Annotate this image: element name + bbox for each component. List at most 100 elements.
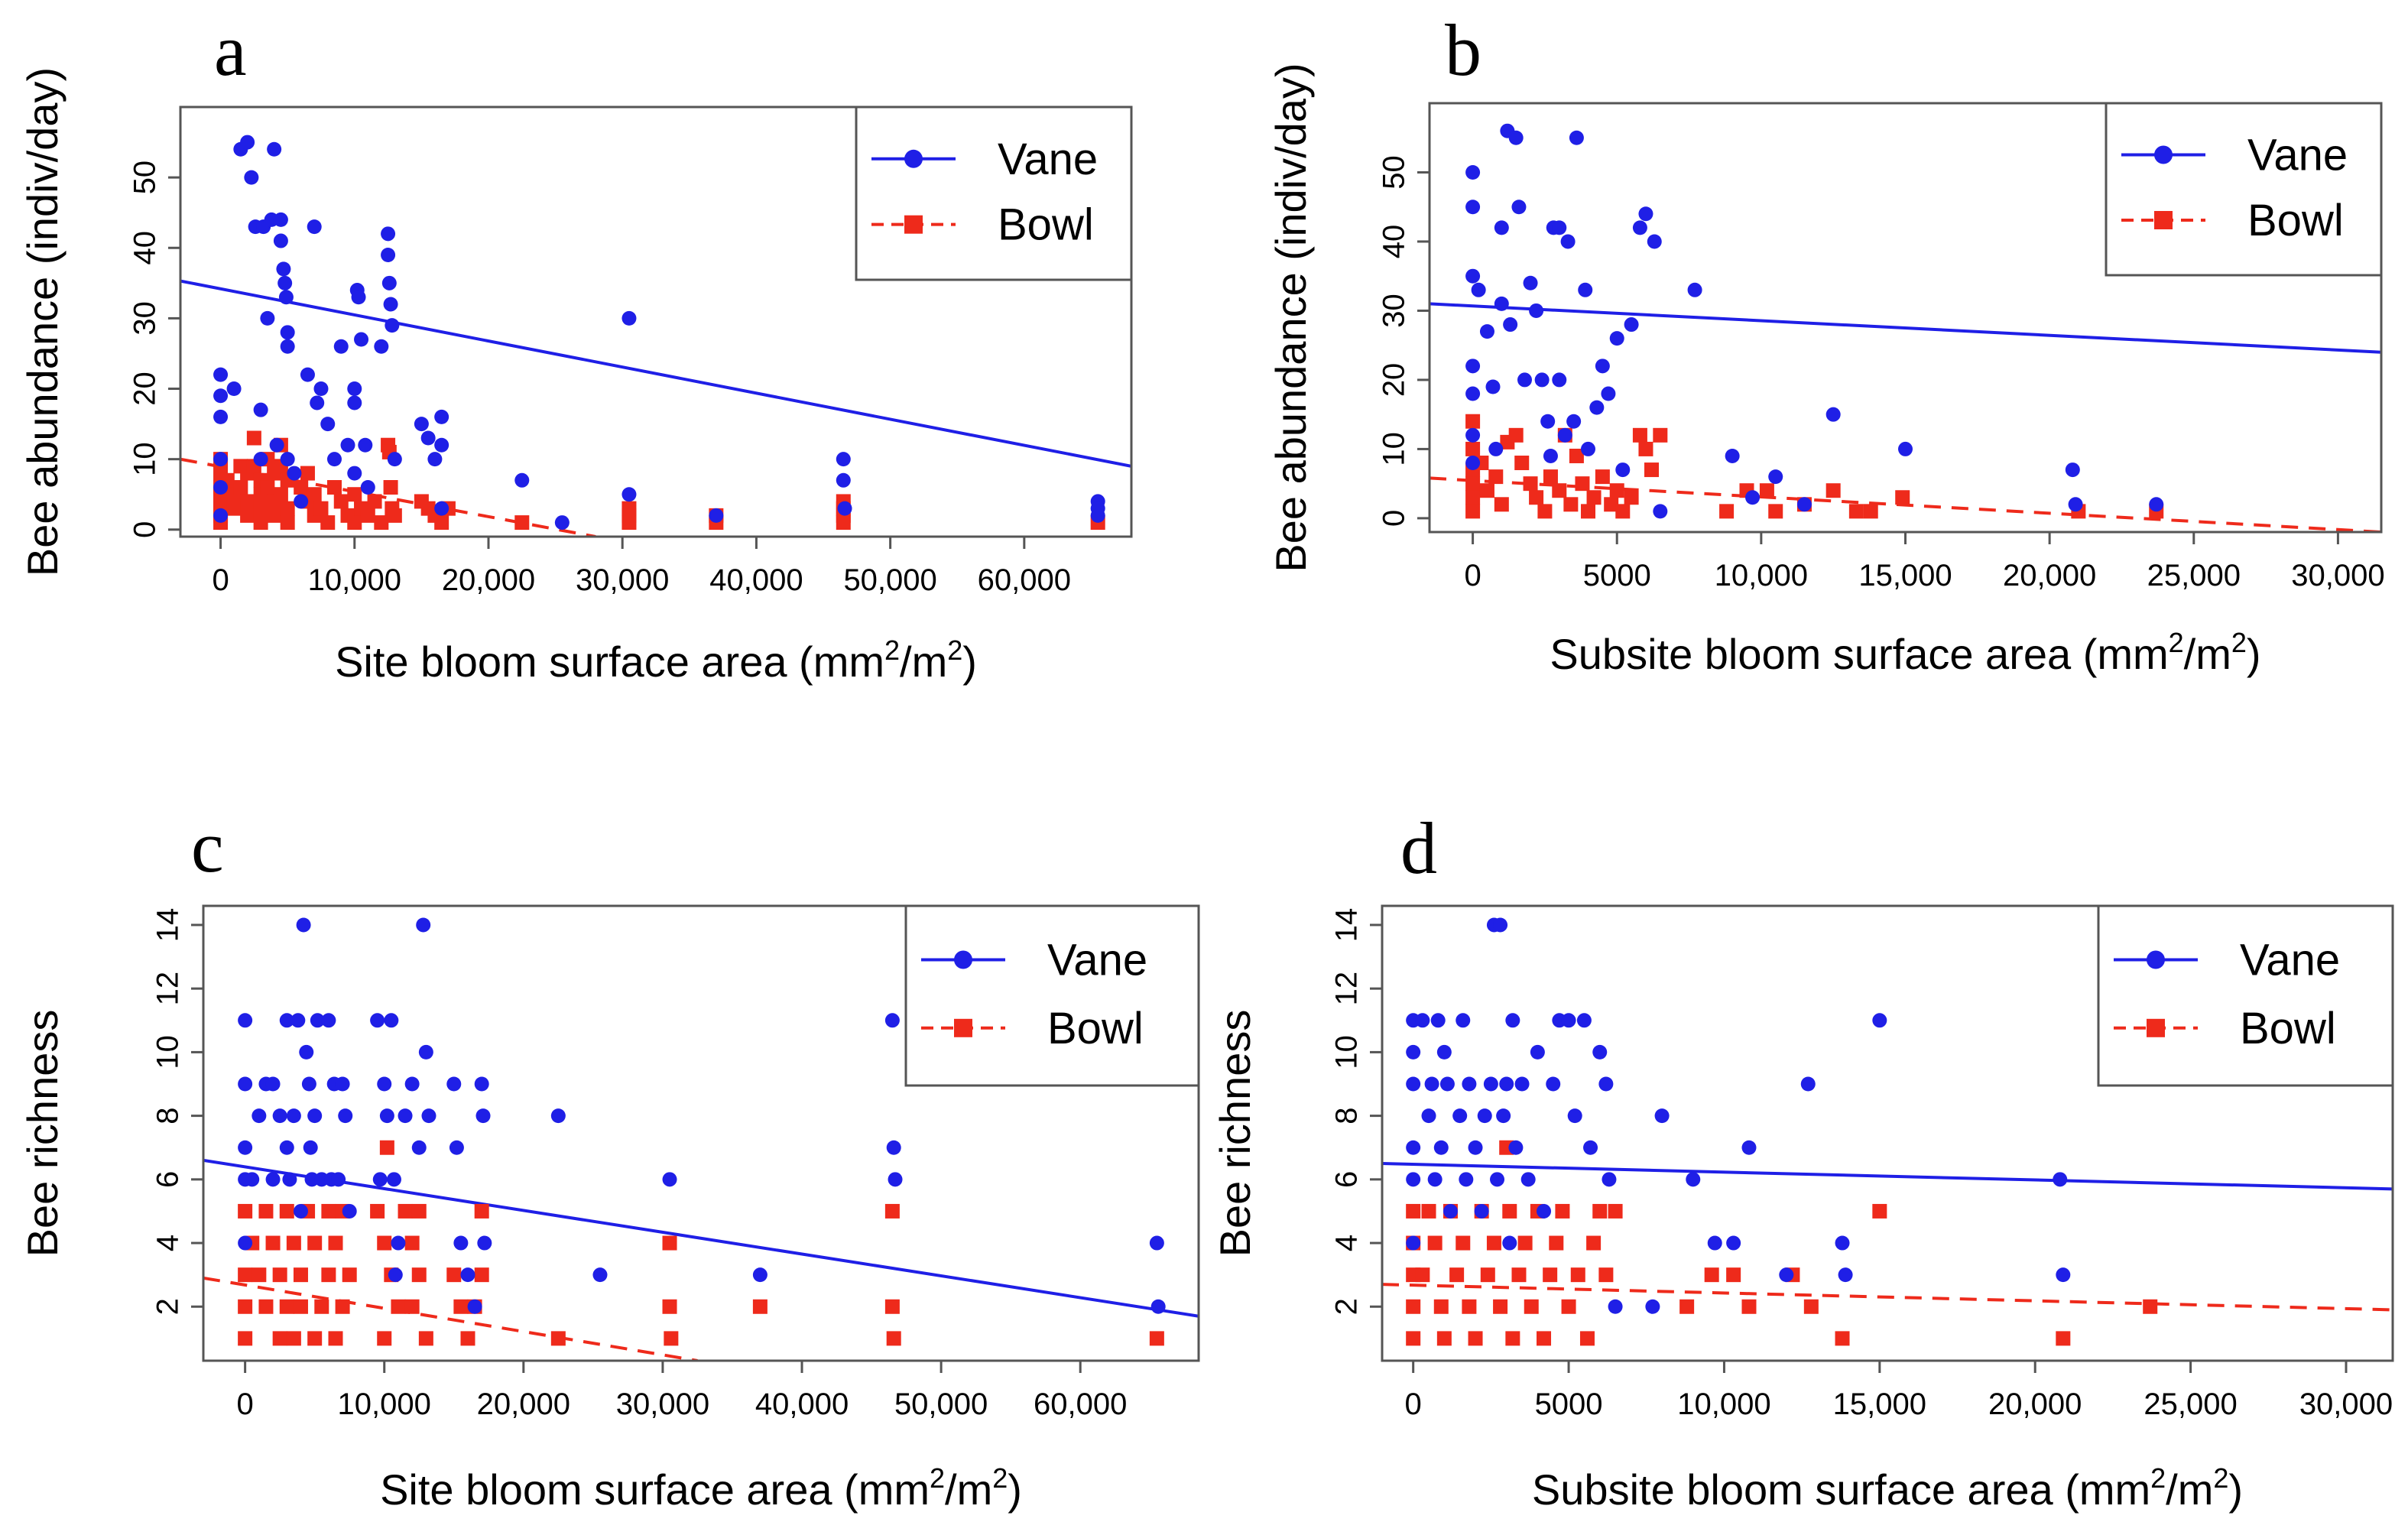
x-tick-label: 20,000 xyxy=(1988,1387,2082,1421)
data-point-bowl xyxy=(226,501,242,516)
data-point-vane xyxy=(1474,1203,1489,1219)
legend-box xyxy=(2097,904,2394,1087)
data-point-vane xyxy=(1452,1108,1468,1124)
data-point-bowl xyxy=(1149,1331,1164,1346)
data-point-bowl xyxy=(460,1331,475,1346)
data-point-vane xyxy=(1479,324,1494,339)
data-point-bowl xyxy=(267,508,282,523)
data-point-bowl xyxy=(1468,1331,1483,1346)
data-point-vane xyxy=(1465,386,1481,401)
data-point-vane xyxy=(338,1108,353,1124)
data-point-vane xyxy=(269,437,284,453)
data-point-bowl xyxy=(1465,414,1481,429)
x-tick-label: 25,000 xyxy=(2147,559,2241,592)
data-point-vane xyxy=(273,233,288,248)
data-point-vane xyxy=(381,275,397,290)
data-point-bowl xyxy=(1421,1203,1436,1219)
y-tick-label: 10 xyxy=(128,442,162,476)
legend: Vane Bowl xyxy=(904,904,1200,1087)
data-point-bowl xyxy=(1517,1235,1533,1251)
x-tick-label: 20,000 xyxy=(2003,559,2096,592)
data-point-vane xyxy=(1632,220,1647,235)
data-point-vane xyxy=(1638,206,1653,222)
data-point-vane xyxy=(1415,1013,1430,1028)
data-point-bowl xyxy=(1488,469,1504,485)
y-tick-label: 20 xyxy=(1378,363,1411,398)
y-tick-label: 20 xyxy=(128,372,162,406)
data-point-bowl xyxy=(293,1267,308,1283)
data-point-vane xyxy=(384,1013,399,1028)
data-point-bowl xyxy=(662,1299,677,1314)
data-point-bowl xyxy=(411,1267,427,1283)
data-point-bowl xyxy=(367,494,382,509)
data-point-vane xyxy=(280,452,295,467)
data-point-vane xyxy=(213,480,229,495)
y-tick-label: 8 xyxy=(151,1107,185,1124)
data-point-vane xyxy=(1502,1235,1517,1251)
data-point-bowl xyxy=(377,1235,392,1251)
legend-marker-bowl xyxy=(954,1018,972,1037)
data-point-vane xyxy=(886,1140,901,1155)
data-point-vane xyxy=(1741,1140,1757,1155)
data-point-bowl xyxy=(1624,490,1639,505)
data-point-vane xyxy=(752,1267,768,1283)
data-point-bowl xyxy=(1511,1267,1527,1283)
data-point-vane xyxy=(1745,490,1761,505)
y-tick-label: 12 xyxy=(1330,972,1364,1006)
data-point-vane xyxy=(238,1235,253,1251)
data-point-bowl xyxy=(246,430,261,446)
data-point-vane xyxy=(2068,497,2083,512)
data-point-vane xyxy=(1477,1108,1492,1124)
data-point-vane xyxy=(287,466,302,481)
data-point-vane xyxy=(1505,1013,1520,1028)
data-point-bowl xyxy=(1835,1331,1850,1346)
data-point-bowl xyxy=(418,1331,433,1346)
data-point-bowl xyxy=(279,1299,294,1314)
legend-marker-vane xyxy=(904,149,923,168)
data-point-bowl xyxy=(1825,483,1841,498)
data-point-vane xyxy=(342,1203,357,1219)
data-point-vane xyxy=(260,310,275,326)
y-tick-label: 6 xyxy=(151,1171,185,1188)
data-point-vane xyxy=(1615,462,1631,478)
data-point-vane xyxy=(2065,462,2080,478)
data-point-vane xyxy=(347,466,362,481)
data-point-vane xyxy=(372,1172,388,1187)
data-point-bowl xyxy=(1632,427,1647,443)
data-point-vane xyxy=(709,508,724,523)
data-point-vane xyxy=(213,388,229,404)
data-point-vane xyxy=(1427,1172,1443,1187)
y-tick-label: 8 xyxy=(1330,1107,1364,1124)
data-point-bowl xyxy=(307,487,322,502)
data-point-vane xyxy=(420,430,436,446)
data-point-vane xyxy=(2053,1172,2068,1187)
data-point-vane xyxy=(1647,234,1662,249)
y-tick-label: 6 xyxy=(1330,1171,1364,1188)
data-point-vane xyxy=(354,332,369,347)
data-point-vane xyxy=(1406,1044,1421,1060)
data-point-vane xyxy=(1523,275,1538,290)
fit-line-vane xyxy=(1430,302,2381,354)
data-point-vane xyxy=(245,1172,260,1187)
data-point-bowl xyxy=(1537,504,1553,519)
data-point-vane xyxy=(358,437,373,453)
data-point-vane xyxy=(278,290,294,305)
data-point-bowl xyxy=(1406,1299,1421,1314)
y-tick-label: 40 xyxy=(128,231,162,265)
x-tick-label: 40,000 xyxy=(709,563,803,597)
data-point-vane xyxy=(1488,441,1504,456)
x-tick-label: 30,000 xyxy=(576,563,669,597)
data-point-bowl xyxy=(383,480,398,495)
plot-frame xyxy=(179,105,1133,538)
data-point-bowl xyxy=(286,1331,301,1346)
x-axis-label-part: ) xyxy=(962,638,977,686)
y-tick-label: 50 xyxy=(128,161,162,195)
legend-marker-bowl xyxy=(2147,1018,2165,1037)
data-point-bowl xyxy=(1436,1331,1452,1346)
data-point-vane xyxy=(321,1013,336,1028)
data-point-vane xyxy=(293,1203,308,1219)
data-point-vane xyxy=(1465,268,1481,284)
y-tick-label: 10 xyxy=(151,1035,185,1069)
data-point-vane xyxy=(279,1140,294,1155)
data-point-bowl xyxy=(1494,497,1509,512)
